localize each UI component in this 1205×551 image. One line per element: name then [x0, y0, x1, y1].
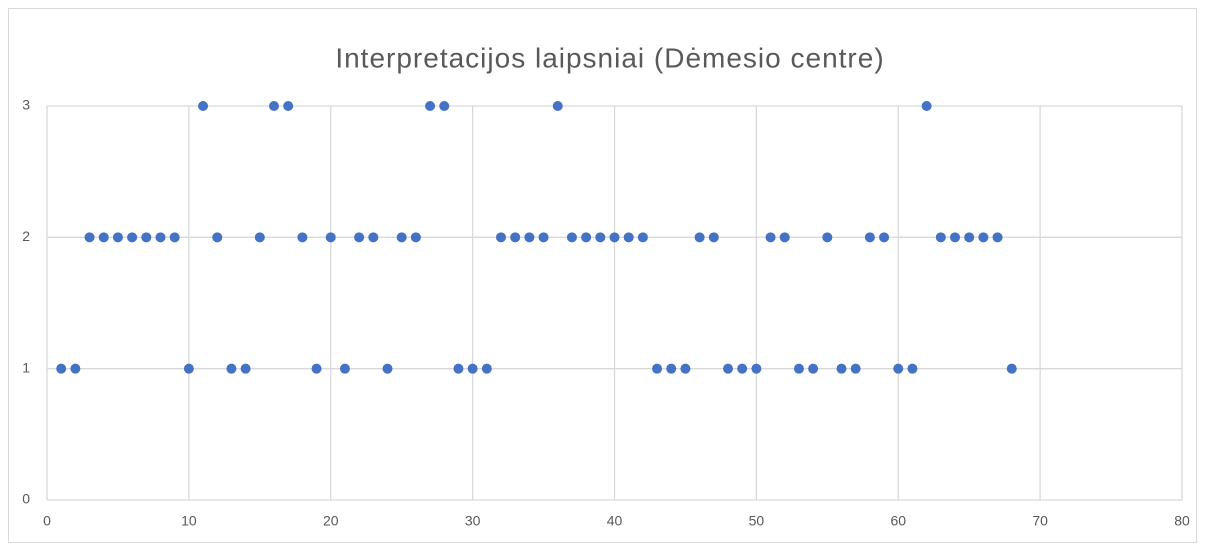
point [538, 232, 549, 243]
point [226, 363, 237, 374]
point [708, 232, 719, 243]
x-tick-label: 30 [465, 513, 481, 529]
point [723, 363, 733, 374]
point [382, 363, 393, 374]
point [354, 232, 365, 243]
point [339, 363, 350, 374]
point [935, 232, 946, 243]
point [112, 232, 123, 243]
point [1006, 363, 1017, 374]
point [240, 363, 251, 374]
point [921, 101, 932, 111]
x-tick-label: 80 [1174, 513, 1190, 529]
point [410, 232, 421, 243]
point [439, 101, 450, 111]
x-tick-label: 20 [323, 513, 339, 529]
point [425, 101, 436, 111]
point [467, 363, 478, 374]
x-tick-label: 10 [181, 513, 197, 529]
point [609, 232, 620, 243]
point [566, 232, 577, 243]
y-tick-label: 2 [22, 228, 30, 244]
point [680, 363, 691, 374]
y-tick-label: 1 [22, 359, 30, 375]
point [552, 101, 563, 111]
point [893, 363, 904, 374]
point [765, 232, 776, 243]
x-tick-label: 0 [43, 513, 51, 529]
point [907, 363, 918, 374]
point [964, 232, 975, 243]
point [779, 232, 790, 243]
point [751, 363, 762, 374]
point [254, 232, 265, 243]
point [481, 363, 492, 374]
point [581, 232, 592, 243]
point [155, 232, 166, 243]
point [808, 363, 819, 374]
y-tick-label: 3 [22, 97, 30, 113]
point [84, 232, 95, 243]
point [56, 363, 67, 374]
chart-border [8, 8, 1197, 543]
point [822, 232, 833, 243]
point [269, 101, 279, 111]
point [453, 363, 464, 374]
point [637, 232, 648, 243]
chart-title: Interpretacijos laipsniai (Dėmesio centr… [335, 42, 884, 73]
point [850, 363, 861, 374]
point [992, 232, 1003, 243]
point [496, 232, 506, 243]
x-tick-label: 70 [1032, 513, 1048, 529]
point [198, 101, 209, 111]
point [368, 232, 379, 243]
point [212, 232, 223, 243]
x-tick-label: 50 [749, 513, 765, 529]
x-tick-label: 60 [890, 513, 906, 529]
point [879, 232, 890, 243]
point [595, 232, 606, 243]
point [623, 232, 634, 243]
point [510, 232, 521, 243]
point [950, 232, 960, 243]
point [652, 363, 663, 374]
point [297, 232, 308, 243]
point [737, 363, 748, 374]
point [183, 363, 194, 374]
point [793, 363, 804, 374]
point [141, 232, 152, 243]
point [666, 363, 677, 374]
point [283, 101, 294, 111]
point [978, 232, 989, 243]
point [694, 232, 705, 243]
point [325, 232, 336, 243]
point [396, 232, 407, 243]
point [311, 363, 322, 374]
point [70, 363, 81, 374]
y-tick-label: 0 [22, 491, 30, 507]
point [864, 232, 875, 243]
point [98, 232, 109, 243]
point [169, 232, 180, 243]
point [524, 232, 535, 243]
x-tick-label: 40 [607, 513, 623, 529]
point [836, 363, 847, 374]
point [127, 232, 138, 243]
